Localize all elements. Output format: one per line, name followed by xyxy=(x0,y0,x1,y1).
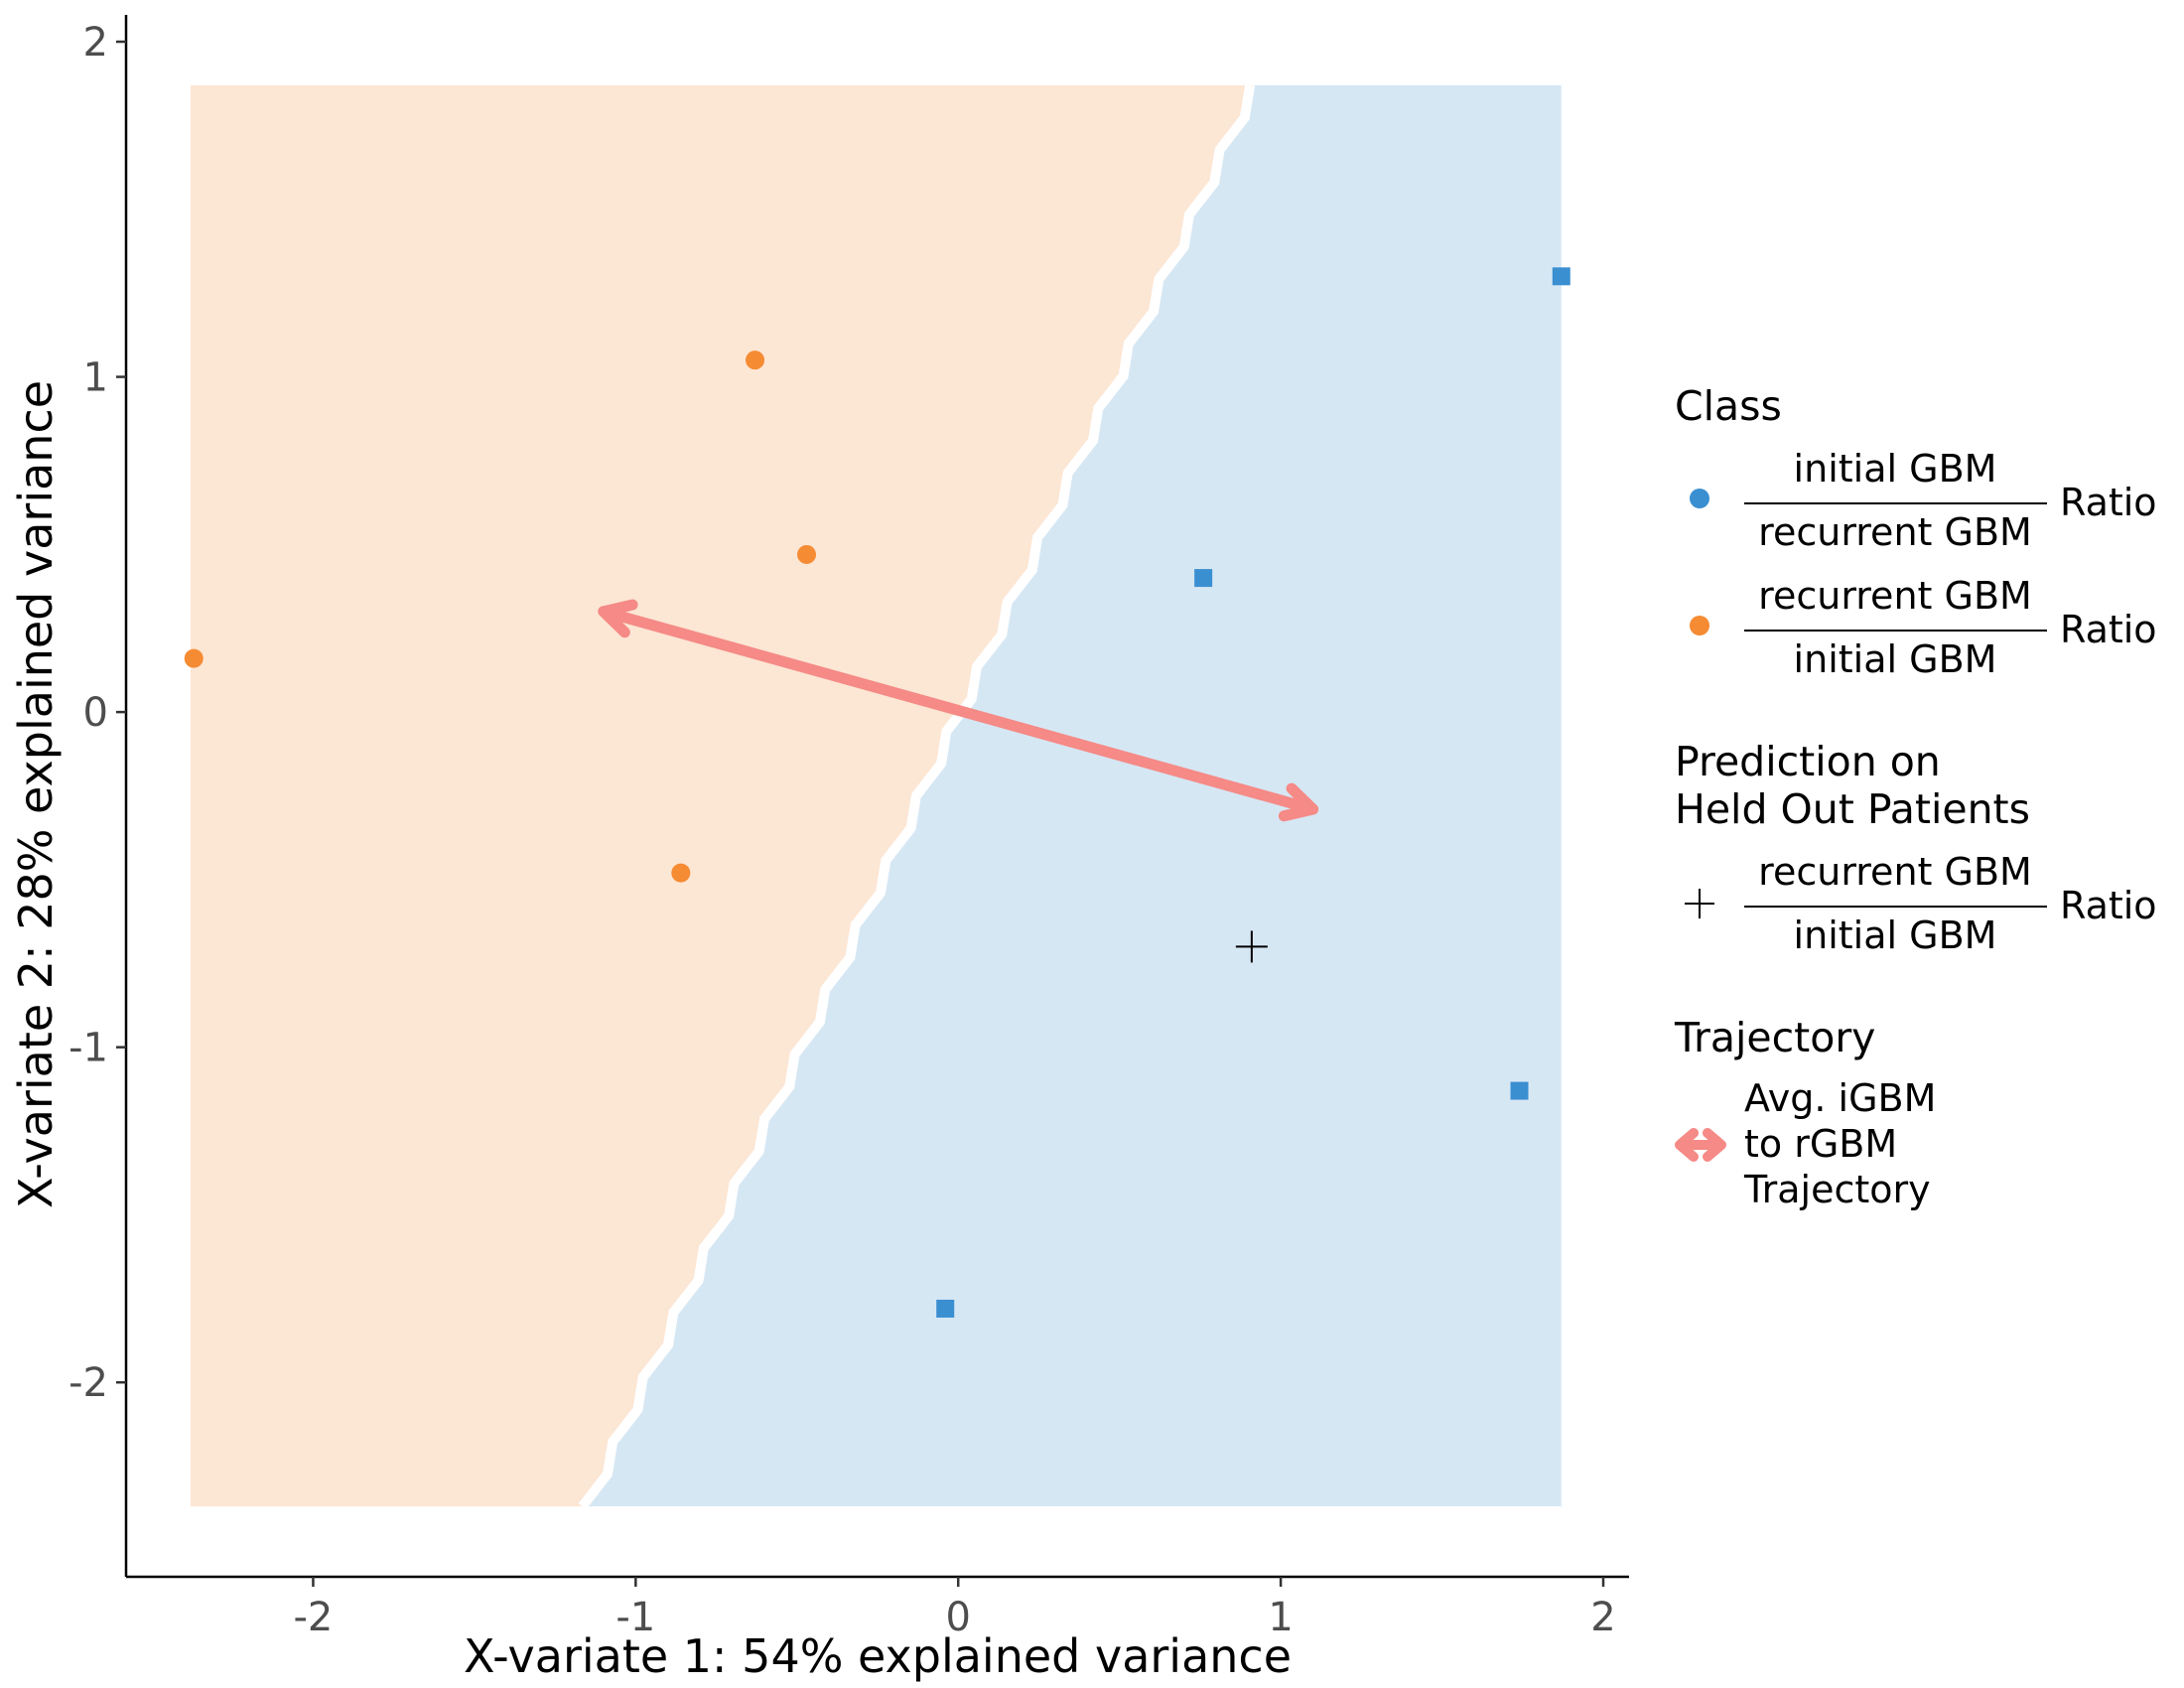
legend-denominator: recurrent GBM xyxy=(1758,510,2032,554)
legend-denominator: initial GBM xyxy=(1794,637,1997,681)
y-tick-label: 0 xyxy=(83,690,108,736)
x-tick-label: -2 xyxy=(293,1595,333,1640)
legend-suffix: Ratio xyxy=(2060,608,2157,651)
legend-trajectory-line2: to rGBM xyxy=(1744,1122,1897,1166)
point-recurrent xyxy=(184,648,204,668)
boundary-line xyxy=(578,84,1256,1510)
legend-key-initial-circle xyxy=(1690,489,1709,508)
x-tick-label: 0 xyxy=(945,1595,970,1640)
legend-item-recurrent: recurrent GBM initial GBM Ratio xyxy=(1690,574,2157,681)
region-initial xyxy=(587,84,1562,1507)
legend-prediction-title-line2: Held Out Patients xyxy=(1675,785,2030,833)
legend-prediction-title-line1: Prediction on xyxy=(1675,738,1941,785)
point-initial xyxy=(1552,267,1570,286)
y-tick-label: 1 xyxy=(83,355,108,401)
trajectory-line xyxy=(598,606,1319,815)
legend-key-plus-icon xyxy=(1685,889,1714,918)
y-tick-label: 2 xyxy=(83,20,108,66)
legend-item-initial: initial GBM recurrent GBM Ratio xyxy=(1690,447,2157,554)
x-tick-label: 2 xyxy=(1590,1595,1615,1640)
legend: Class initial GBM recurrent GBM Ratio re… xyxy=(1674,382,2157,1211)
points-layer xyxy=(184,267,1570,1318)
legend-trajectory-line1: Avg. iGBM xyxy=(1744,1076,1936,1120)
legend-numerator: recurrent GBM xyxy=(1758,850,2032,894)
legend-item-trajectory: Avg. iGBM to rGBM Trajectory xyxy=(1675,1076,1936,1211)
x-tick-label: -1 xyxy=(615,1595,655,1640)
legend-suffix: Ratio xyxy=(2060,884,2157,927)
legend-item-prediction: recurrent GBM initial GBM Ratio xyxy=(1685,850,2157,957)
trajectory-arrowhead-right xyxy=(1278,782,1319,822)
decision-boundary xyxy=(578,84,1256,1510)
legend-key-recurrent-circle xyxy=(1690,616,1709,635)
trajectory-arrowhead-left xyxy=(598,599,638,638)
legend-numerator: recurrent GBM xyxy=(1758,574,2032,618)
axes: -2 -1 0 1 2 -2 -1 0 1 2 xyxy=(68,15,1629,1640)
trajectory-layer xyxy=(598,599,1319,822)
background-regions xyxy=(190,84,1562,1507)
legend-trajectory-title: Trajectory xyxy=(1674,1014,1875,1061)
legend-numerator: initial GBM xyxy=(1794,447,1997,491)
legend-class-title: Class xyxy=(1675,382,1782,430)
point-recurrent xyxy=(797,544,817,564)
legend-suffix: Ratio xyxy=(2060,481,2157,524)
legend-trajectory-line3: Trajectory xyxy=(1743,1168,1931,1211)
x-tick-label: 1 xyxy=(1268,1595,1293,1640)
y-tick-label: -1 xyxy=(68,1026,108,1071)
point-recurrent xyxy=(671,863,691,883)
point-initial xyxy=(936,1299,955,1318)
y-tick-label: -2 xyxy=(68,1360,108,1406)
x-ticks: -2 -1 0 1 2 xyxy=(293,1577,1616,1640)
point-initial xyxy=(1194,569,1213,588)
point-recurrent xyxy=(746,351,765,370)
x-axis-title: X-variate 1: 54% explained variance xyxy=(464,1629,1292,1683)
legend-denominator: initial GBM xyxy=(1794,914,1997,957)
point-held-out xyxy=(1235,930,1268,963)
region-recurrent xyxy=(190,84,1256,1507)
plot-area xyxy=(184,84,1570,1510)
legend-key-double-arrow-icon xyxy=(1675,1128,1726,1162)
point-initial xyxy=(1510,1081,1529,1100)
y-ticks: -2 -1 0 1 2 xyxy=(68,20,126,1406)
y-axis-title: X-variate 2: 28% explained variance xyxy=(9,380,63,1208)
